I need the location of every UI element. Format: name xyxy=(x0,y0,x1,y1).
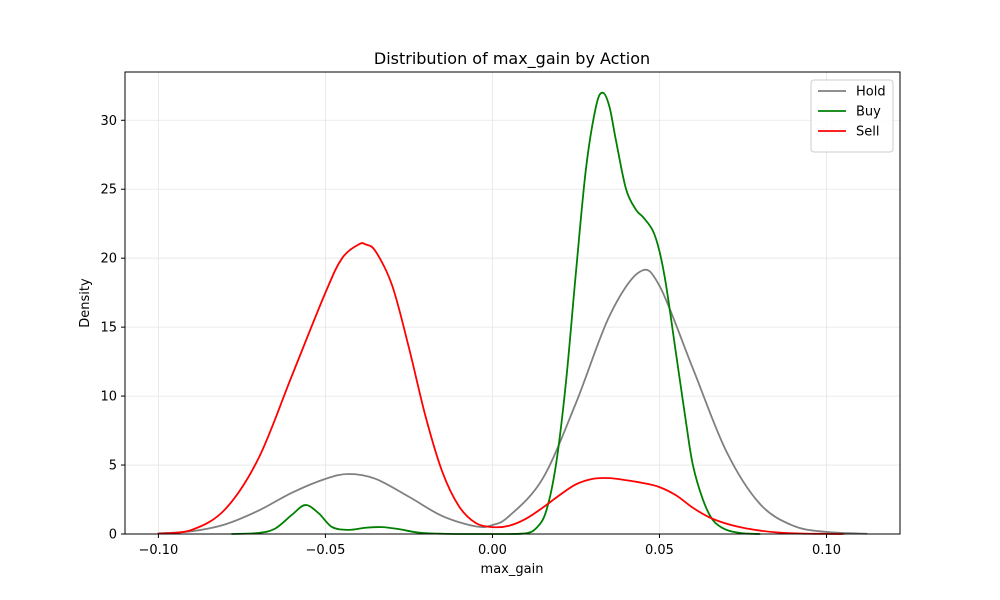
x-tick-label: 0.00 xyxy=(478,543,507,558)
y-tick-label: 25 xyxy=(100,183,117,198)
series-line-buy xyxy=(231,91,761,535)
series-lines xyxy=(157,91,868,535)
legend: Hold Buy Sell xyxy=(810,79,894,153)
y-axis: 0 5 10 15 20 25 30 xyxy=(100,114,125,543)
grid xyxy=(125,72,900,535)
y-tick-label: 0 xyxy=(109,528,117,543)
y-axis-label: Density xyxy=(78,278,93,328)
x-axis-label: max_gain xyxy=(481,562,544,577)
chart-title: Distribution of max_gain by Action xyxy=(374,49,650,69)
y-tick-label: 30 xyxy=(100,114,117,129)
x-tick-label: 0.10 xyxy=(812,543,841,558)
legend-box xyxy=(810,79,894,153)
series-line-sell xyxy=(157,242,845,535)
y-tick-label: 5 xyxy=(109,459,117,474)
series-line-hold xyxy=(157,268,868,535)
x-axis: −0.10 −0.05 0.00 0.05 0.10 xyxy=(138,534,841,558)
legend-label-sell: Sell xyxy=(856,125,879,140)
y-tick-label: 10 xyxy=(100,390,117,405)
x-tick-label: −0.10 xyxy=(138,543,178,558)
y-tick-label: 15 xyxy=(100,321,117,336)
legend-label-buy: Buy xyxy=(856,105,881,120)
plot-frame xyxy=(124,71,901,535)
x-tick-label: 0.05 xyxy=(645,543,674,558)
x-tick-label: −0.05 xyxy=(306,543,346,558)
legend-label-hold: Hold xyxy=(856,85,886,100)
y-tick-label: 20 xyxy=(100,252,117,267)
